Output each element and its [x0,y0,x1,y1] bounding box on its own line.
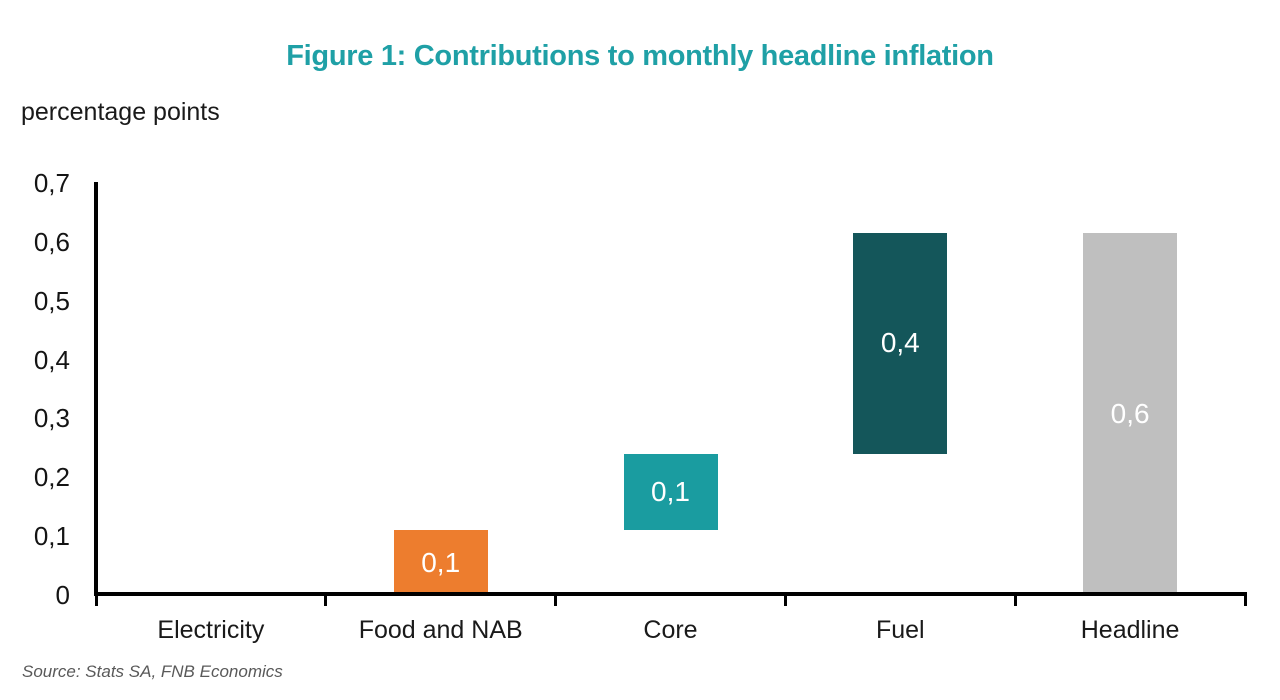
category-label-electricity: Electricity [157,616,265,644]
bar-core: 0,1 [623,453,718,531]
y-tick-label: 0,1 [33,521,70,552]
y-tick-label: 0,2 [33,462,70,493]
bar-fuel: 0,4 [853,233,948,454]
y-tick-label: 0,5 [33,285,70,316]
x-axis-tick [324,592,328,606]
category-label-headline: Headline [1080,616,1180,644]
y-tick-label: 0 [55,580,70,610]
category-label-core: Core [643,616,698,644]
chart-title: Figure 1: Contributions to monthly headl… [286,40,994,72]
bar-value-label: 0,1 [651,475,690,507]
source-note: Source: Stats SA, FNB Economics [22,662,283,681]
y-tick-label: 0,7 [33,168,70,198]
x-axis-line [94,592,1247,596]
category-label-fuel: Fuel [875,616,925,644]
y-axis-line [94,182,98,596]
x-axis-tick [783,592,787,606]
bar-headline: 0,6 [1083,233,1178,595]
y-axis-unit-label: percentage points [21,98,220,126]
y-tick-label: 0,4 [33,344,70,375]
x-axis-tick [1013,592,1017,606]
bar-value-label: 0,6 [1110,398,1150,429]
bar-value-label: 0,1 [421,546,461,578]
y-tick-label: 0,3 [33,403,70,434]
category-label-food-and-nab: Food and NAB [358,616,523,644]
x-axis-tick [554,592,558,606]
x-axis-tick [94,592,98,606]
x-axis-tick [1243,592,1247,606]
y-tick-label: 0,6 [33,226,70,257]
bar-value-label: 0,4 [880,327,920,359]
bar-food-and-nab: 0,1 [393,530,488,595]
